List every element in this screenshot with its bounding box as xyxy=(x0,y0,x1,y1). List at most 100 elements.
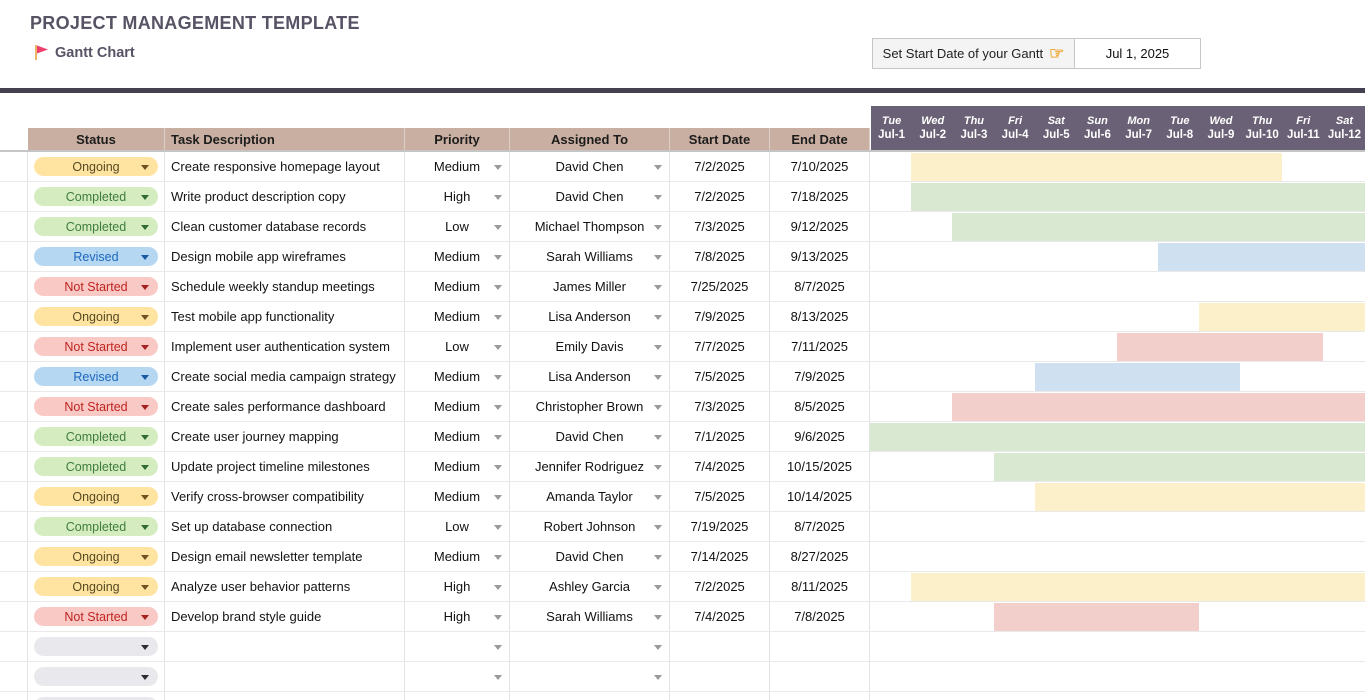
task-cell[interactable]: Test mobile app functionality xyxy=(165,302,405,331)
assignee-dropdown[interactable]: James Miller xyxy=(510,272,670,301)
priority-dropdown[interactable]: Medium xyxy=(405,302,510,331)
status-dropdown[interactable]: Revised xyxy=(34,367,158,386)
end-date-cell[interactable]: 9/12/2025 xyxy=(770,212,870,241)
task-cell[interactable]: Write product description copy xyxy=(165,182,405,211)
priority-dropdown[interactable]: Medium xyxy=(405,392,510,421)
start-date-cell[interactable] xyxy=(670,632,770,661)
priority-dropdown[interactable]: Medium xyxy=(405,272,510,301)
priority-dropdown[interactable]: Low xyxy=(405,332,510,361)
end-date-cell[interactable]: 10/14/2025 xyxy=(770,482,870,511)
status-dropdown[interactable]: Completed xyxy=(34,427,158,446)
end-date-cell[interactable] xyxy=(770,632,870,661)
end-date-cell[interactable] xyxy=(770,662,870,691)
priority-dropdown[interactable]: Low xyxy=(405,212,510,241)
status-dropdown[interactable]: Ongoing xyxy=(34,307,158,326)
status-dropdown[interactable]: Not Started xyxy=(34,607,158,626)
task-cell[interactable]: Create social media campaign strategy xyxy=(165,362,405,391)
task-cell[interactable] xyxy=(165,662,405,691)
status-dropdown[interactable]: Completed xyxy=(34,517,158,536)
task-cell[interactable]: Design mobile app wireframes xyxy=(165,242,405,271)
end-date-cell[interactable]: 7/11/2025 xyxy=(770,332,870,361)
end-date-cell[interactable]: 10/15/2025 xyxy=(770,452,870,481)
priority-dropdown[interactable] xyxy=(405,632,510,661)
task-cell[interactable] xyxy=(165,692,405,700)
task-cell[interactable]: Create sales performance dashboard xyxy=(165,392,405,421)
priority-dropdown[interactable]: Medium xyxy=(405,242,510,271)
start-date-cell[interactable]: 7/5/2025 xyxy=(670,482,770,511)
assignee-dropdown[interactable]: David Chen xyxy=(510,542,670,571)
assignee-dropdown[interactable]: David Chen xyxy=(510,152,670,181)
status-dropdown[interactable] xyxy=(34,697,158,700)
start-date-cell[interactable]: 7/3/2025 xyxy=(670,212,770,241)
priority-dropdown[interactable]: High xyxy=(405,602,510,631)
task-cell[interactable]: Schedule weekly standup meetings xyxy=(165,272,405,301)
assignee-dropdown[interactable]: Christopher Brown xyxy=(510,392,670,421)
task-cell[interactable] xyxy=(165,632,405,661)
start-date-cell[interactable]: 7/1/2025 xyxy=(670,422,770,451)
start-date-cell[interactable] xyxy=(670,692,770,700)
start-date-cell[interactable]: 7/5/2025 xyxy=(670,362,770,391)
status-dropdown[interactable]: Revised xyxy=(34,247,158,266)
priority-dropdown[interactable]: Medium xyxy=(405,542,510,571)
priority-dropdown[interactable] xyxy=(405,692,510,700)
start-date-cell[interactable]: 7/25/2025 xyxy=(670,272,770,301)
task-cell[interactable]: Verify cross-browser compatibility xyxy=(165,482,405,511)
assignee-dropdown[interactable]: David Chen xyxy=(510,182,670,211)
status-dropdown[interactable] xyxy=(34,667,158,686)
end-date-cell[interactable]: 8/5/2025 xyxy=(770,392,870,421)
start-date-cell[interactable]: 7/4/2025 xyxy=(670,452,770,481)
gantt-start-date-input[interactable]: Jul 1, 2025 xyxy=(1075,38,1201,69)
assignee-dropdown[interactable]: Michael Thompson xyxy=(510,212,670,241)
start-date-cell[interactable]: 7/8/2025 xyxy=(670,242,770,271)
end-date-cell[interactable]: 7/10/2025 xyxy=(770,152,870,181)
end-date-cell[interactable] xyxy=(770,692,870,700)
start-date-cell[interactable]: 7/7/2025 xyxy=(670,332,770,361)
start-date-cell[interactable]: 7/2/2025 xyxy=(670,572,770,601)
status-dropdown[interactable]: Ongoing xyxy=(34,487,158,506)
start-date-cell[interactable] xyxy=(670,662,770,691)
start-date-cell[interactable]: 7/14/2025 xyxy=(670,542,770,571)
priority-dropdown[interactable]: Medium xyxy=(405,482,510,511)
assignee-dropdown[interactable]: Ashley Garcia xyxy=(510,572,670,601)
status-dropdown[interactable]: Ongoing xyxy=(34,577,158,596)
status-dropdown[interactable] xyxy=(34,637,158,656)
assignee-dropdown[interactable]: Sarah Williams xyxy=(510,242,670,271)
priority-dropdown[interactable]: Medium xyxy=(405,152,510,181)
assignee-dropdown[interactable]: Jennifer Rodriguez xyxy=(510,452,670,481)
task-cell[interactable]: Implement user authentication system xyxy=(165,332,405,361)
task-cell[interactable]: Develop brand style guide xyxy=(165,602,405,631)
assignee-dropdown[interactable]: Lisa Anderson xyxy=(510,302,670,331)
end-date-cell[interactable]: 7/18/2025 xyxy=(770,182,870,211)
assignee-dropdown[interactable]: Sarah Williams xyxy=(510,602,670,631)
end-date-cell[interactable]: 8/7/2025 xyxy=(770,272,870,301)
end-date-cell[interactable]: 7/8/2025 xyxy=(770,602,870,631)
assignee-dropdown[interactable] xyxy=(510,662,670,691)
priority-dropdown[interactable]: High xyxy=(405,572,510,601)
priority-dropdown[interactable]: High xyxy=(405,182,510,211)
task-cell[interactable]: Create user journey mapping xyxy=(165,422,405,451)
task-cell[interactable]: Clean customer database records xyxy=(165,212,405,241)
task-cell[interactable]: Create responsive homepage layout xyxy=(165,152,405,181)
status-dropdown[interactable]: Not Started xyxy=(34,397,158,416)
priority-dropdown[interactable]: Low xyxy=(405,512,510,541)
start-date-cell[interactable]: 7/2/2025 xyxy=(670,152,770,181)
status-dropdown[interactable]: Completed xyxy=(34,457,158,476)
assignee-dropdown[interactable]: Amanda Taylor xyxy=(510,482,670,511)
task-cell[interactable]: Analyze user behavior patterns xyxy=(165,572,405,601)
status-dropdown[interactable]: Not Started xyxy=(34,337,158,356)
assignee-dropdown[interactable]: Robert Johnson xyxy=(510,512,670,541)
status-dropdown[interactable]: Not Started xyxy=(34,277,158,296)
status-dropdown[interactable]: Completed xyxy=(34,217,158,236)
end-date-cell[interactable]: 9/13/2025 xyxy=(770,242,870,271)
start-date-cell[interactable]: 7/19/2025 xyxy=(670,512,770,541)
end-date-cell[interactable]: 8/27/2025 xyxy=(770,542,870,571)
task-cell[interactable]: Design email newsletter template xyxy=(165,542,405,571)
assignee-dropdown[interactable] xyxy=(510,692,670,700)
assignee-dropdown[interactable] xyxy=(510,632,670,661)
status-dropdown[interactable]: Completed xyxy=(34,187,158,206)
end-date-cell[interactable]: 8/13/2025 xyxy=(770,302,870,331)
task-cell[interactable]: Update project timeline milestones xyxy=(165,452,405,481)
end-date-cell[interactable]: 9/6/2025 xyxy=(770,422,870,451)
start-date-cell[interactable]: 7/2/2025 xyxy=(670,182,770,211)
start-date-cell[interactable]: 7/9/2025 xyxy=(670,302,770,331)
